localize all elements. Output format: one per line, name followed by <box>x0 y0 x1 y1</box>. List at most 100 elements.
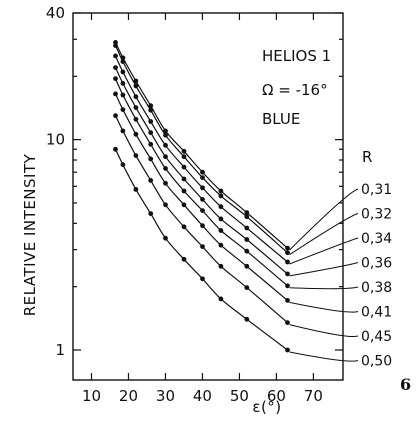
data-point <box>133 94 139 100</box>
data-point <box>181 148 187 154</box>
series-label: 0,41 <box>361 305 392 321</box>
data-point <box>200 223 205 229</box>
series-label: 0,38 <box>361 280 392 296</box>
x-axis-title: ε(°) <box>252 398 281 416</box>
data-point <box>181 224 187 230</box>
data-point <box>218 263 224 269</box>
data-point <box>218 216 224 222</box>
data-point <box>285 347 290 353</box>
data-point <box>200 197 205 202</box>
series-leader-line <box>289 351 359 362</box>
data-point <box>218 188 224 194</box>
series-leader-line <box>289 286 359 290</box>
data-point <box>113 43 118 48</box>
data-point <box>285 271 290 277</box>
series-leader-line <box>289 301 359 313</box>
data-point <box>200 185 205 191</box>
data-point <box>181 176 187 182</box>
data-point <box>113 113 118 119</box>
data-point <box>120 92 126 98</box>
data-point <box>163 154 168 160</box>
data-point <box>113 65 118 70</box>
data-point <box>163 132 168 138</box>
x-tick-label: 60 <box>267 387 286 405</box>
data-point <box>285 320 290 325</box>
series-label: 0,50 <box>361 354 392 370</box>
data-point <box>120 162 126 168</box>
annotation-title: HELIOS 1 <box>262 47 331 65</box>
data-point <box>163 235 168 241</box>
data-point <box>133 83 139 89</box>
data-point <box>244 210 250 216</box>
x-tick-label: 30 <box>156 387 175 405</box>
data-point <box>244 237 250 242</box>
data-point <box>181 202 187 208</box>
series-label: 0,34 <box>361 231 392 247</box>
plot-frame <box>72 12 344 381</box>
x-tick-label: 10 <box>82 387 101 405</box>
series-leader-line <box>289 213 359 256</box>
data-point <box>133 187 139 192</box>
series-line <box>114 93 288 301</box>
data-point <box>163 202 168 208</box>
y-tick-label: 1 <box>55 341 65 359</box>
data-point <box>120 81 126 86</box>
data-point <box>133 131 139 137</box>
data-point <box>148 141 154 147</box>
series-line <box>114 67 288 275</box>
series-label: 0,32 <box>361 207 392 223</box>
data-point <box>244 225 250 231</box>
data-point <box>244 316 250 322</box>
data-point <box>181 188 187 194</box>
data-point <box>120 59 126 64</box>
data-point <box>218 204 224 210</box>
data-point <box>133 105 139 110</box>
data-point <box>285 283 290 289</box>
data-point <box>163 180 168 186</box>
data-point <box>244 248 250 254</box>
data-point <box>285 259 290 265</box>
data-point <box>148 211 154 217</box>
data-point <box>163 166 168 171</box>
data-point <box>120 107 126 112</box>
x-tick-label: 50 <box>230 387 249 405</box>
data-point <box>148 103 154 109</box>
data-point <box>244 285 250 290</box>
series-label: 0,45 <box>361 329 392 345</box>
data-point <box>200 169 205 175</box>
data-point <box>148 107 154 113</box>
data-point <box>200 175 205 181</box>
data-point <box>113 53 118 59</box>
data-point <box>218 296 224 302</box>
data-point <box>218 242 224 248</box>
series-line <box>114 55 288 263</box>
data-point <box>285 250 290 256</box>
x-tick-label: 20 <box>119 387 138 405</box>
data-point <box>148 130 154 136</box>
series-line <box>114 78 288 287</box>
data-point <box>148 178 154 183</box>
data-point <box>120 128 126 134</box>
y-axis-title: RELATIVE INTENSITY <box>21 153 39 316</box>
data-point <box>113 146 118 152</box>
series-leader-line <box>289 188 359 251</box>
y-tick-label: 40 <box>46 4 65 22</box>
data-point <box>181 154 187 160</box>
data-point <box>133 116 139 122</box>
data-point <box>163 128 168 134</box>
data-point <box>244 214 250 220</box>
data-point <box>133 153 139 159</box>
legend-title: R <box>362 148 372 166</box>
data-point <box>244 263 250 269</box>
data-point <box>218 193 224 199</box>
series-label: 0,36 <box>361 256 392 272</box>
data-point <box>285 245 290 251</box>
figure-number: 6 <box>400 375 411 394</box>
series-leader-line <box>289 237 359 265</box>
data-point <box>133 78 139 84</box>
data-point <box>218 228 224 233</box>
series-leader-line <box>289 324 359 337</box>
annotation-omega: Ω = -16° <box>262 81 328 99</box>
data-point <box>113 91 118 97</box>
